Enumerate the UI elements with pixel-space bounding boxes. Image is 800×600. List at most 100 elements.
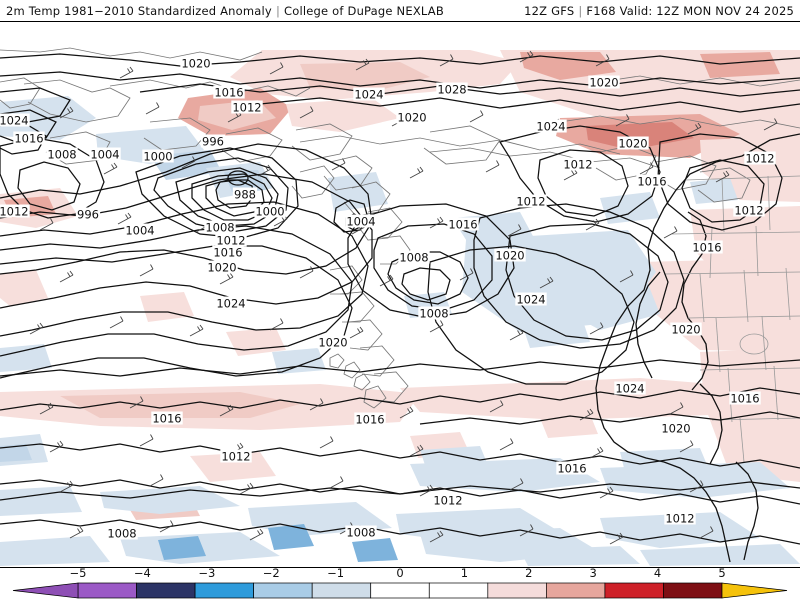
colorbar-tick-label: −2: [262, 566, 280, 580]
isobar-label: 1016: [354, 412, 386, 427]
svg-text:1024: 1024: [0, 114, 29, 128]
svg-text:1024: 1024: [216, 297, 245, 311]
svg-text:1016: 1016: [730, 392, 759, 406]
svg-text:1016: 1016: [448, 218, 477, 232]
svg-text:1020: 1020: [397, 111, 426, 125]
svg-text:996: 996: [77, 208, 99, 222]
colorbar-tick-label: 3: [589, 566, 597, 580]
svg-text:1000: 1000: [143, 150, 172, 164]
map-canvas[interactable]: 1020 1016 1012 1024 1028 1020 1020 1024 1024 1016…: [0, 21, 800, 568]
svg-text:1008: 1008: [47, 148, 76, 162]
isobar-label: 1012: [562, 157, 594, 172]
source-label: College of DuPage NEXLAB: [284, 4, 444, 18]
svg-text:1020: 1020: [181, 57, 210, 71]
isobar-label: 996: [75, 207, 101, 222]
isobar-label: 1020: [180, 56, 212, 71]
svg-text:1008: 1008: [346, 526, 375, 540]
isobar-label: 1024: [0, 113, 30, 128]
svg-text:1020: 1020: [661, 422, 690, 436]
colorbar-under-arrow: [12, 582, 79, 599]
colorbar-tick-labels: −5 −4 −3 −2 −1 0 1 2 3 4 5: [0, 566, 800, 582]
svg-text:1012: 1012: [563, 158, 592, 172]
isobar-label: 1012: [220, 449, 252, 464]
header-left-text: 2m Temp 1981−2010 Standardized Anomaly | C…: [6, 4, 444, 18]
colorbar-segment: [194, 582, 254, 599]
colorbar-tick-label: 4: [653, 566, 662, 580]
svg-text:1024: 1024: [536, 120, 565, 134]
isobar-label: 1024: [614, 381, 646, 396]
isobar-label: 1008: [46, 147, 78, 162]
svg-text:996: 996: [202, 135, 224, 149]
isobar-label: 1020: [660, 421, 692, 436]
colorbar-tick-label: −4: [133, 566, 151, 580]
warm-anomaly-shading: [0, 50, 800, 520]
valid-time-label: F168 Valid: 12Z MON NOV 24 2025: [586, 4, 794, 18]
isobar-label: 1016: [691, 240, 723, 255]
svg-text:1008: 1008: [419, 307, 448, 321]
isobar-label: 1000: [142, 149, 174, 164]
header-divider-2: |: [578, 4, 583, 18]
isobar-label: 1012: [744, 151, 776, 166]
colorbar-over-arrow: [721, 582, 788, 599]
svg-text:1012: 1012: [216, 234, 245, 248]
svg-text:1016: 1016: [355, 413, 384, 427]
svg-text:1008: 1008: [107, 527, 136, 541]
svg-text:988: 988: [234, 188, 256, 202]
svg-text:1020: 1020: [495, 249, 524, 263]
isobar-label: 1020: [206, 260, 238, 275]
header-divider-1: |: [275, 4, 281, 18]
colorbar-tick-label: −5: [69, 566, 87, 580]
isobar-label: 1016: [13, 131, 45, 146]
svg-text:1016: 1016: [14, 132, 43, 146]
isobar-label: 1016: [151, 411, 183, 426]
isobar-label: 1020: [617, 136, 649, 151]
colorbar-segment: [311, 582, 372, 599]
isobar-label: 1020: [670, 322, 702, 337]
svg-text:1028: 1028: [437, 83, 466, 97]
isobar-label: 988: [232, 187, 258, 202]
colorbar-segment: [428, 582, 489, 599]
svg-text:1008: 1008: [399, 251, 428, 265]
isobar-label: 1016: [556, 461, 588, 476]
svg-text:1004: 1004: [90, 148, 119, 162]
svg-text:1024: 1024: [615, 382, 644, 396]
svg-text:1004: 1004: [125, 224, 154, 238]
colorbar-swatches: [12, 582, 788, 599]
colorbar[interactable]: −5 −4 −3 −2 −1 0 1 2 3 4 5: [0, 566, 800, 600]
colorbar-tick-label: 2: [525, 566, 533, 580]
svg-text:1012: 1012: [516, 195, 545, 209]
svg-text:1012: 1012: [0, 205, 29, 219]
svg-text:1016: 1016: [214, 86, 243, 100]
isobar-label: 1000: [254, 204, 286, 219]
colorbar-segment: [604, 582, 664, 599]
isobar-label: 1016: [636, 174, 668, 189]
svg-text:1012: 1012: [665, 512, 694, 526]
svg-text:1004: 1004: [346, 215, 375, 229]
svg-text:1012: 1012: [232, 101, 261, 115]
isobar-label: 1012: [215, 233, 247, 248]
isobar-label: 1008: [398, 250, 430, 265]
header-bar: 2m Temp 1981−2010 Standardized Anomaly | C…: [0, 0, 800, 22]
isobar-label: 1020: [317, 335, 349, 350]
isobar-label: 996: [200, 134, 226, 149]
isobar-label: 1012: [733, 203, 765, 218]
isobar-label: 1016: [729, 391, 761, 406]
isobar-label: 1008: [106, 526, 138, 541]
isobar-label: 1016: [213, 85, 245, 100]
isobar-label: 1016: [212, 245, 244, 260]
isobar-label: 1012: [515, 194, 547, 209]
colorbar-tick-label: −1: [327, 566, 345, 580]
isobar-label: 1004: [345, 214, 377, 229]
colorbar-segment: [136, 582, 196, 599]
isobar-label: 1028: [436, 82, 468, 97]
colorbar-segment: [77, 582, 137, 599]
isobar-label: 1008: [204, 220, 236, 235]
coastlines: [0, 47, 800, 409]
svg-text:1024: 1024: [354, 88, 383, 102]
isobar-label: 1024: [215, 296, 247, 311]
svg-text:1016: 1016: [557, 462, 586, 476]
isobar-label: 1004: [124, 223, 156, 238]
